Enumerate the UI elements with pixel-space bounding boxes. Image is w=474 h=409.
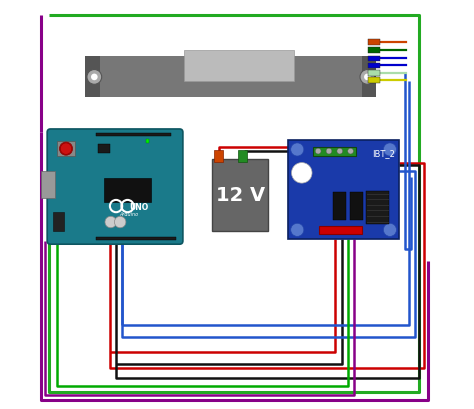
Bar	[362, 57, 376, 98]
Circle shape	[91, 74, 98, 81]
Circle shape	[60, 144, 72, 155]
Bar	[53, 213, 64, 231]
Circle shape	[364, 74, 371, 81]
Bar	[288, 141, 399, 239]
Bar	[96, 134, 172, 137]
Bar	[214, 151, 223, 162]
Circle shape	[348, 149, 354, 155]
Bar	[100, 57, 362, 98]
Circle shape	[326, 149, 332, 155]
Text: 12 V: 12 V	[216, 186, 264, 205]
FancyBboxPatch shape	[47, 130, 183, 245]
Bar	[350, 192, 363, 220]
Bar	[146, 140, 149, 144]
Bar	[368, 71, 380, 76]
Circle shape	[105, 217, 117, 228]
Text: Arduino: Arduino	[119, 212, 138, 217]
Circle shape	[337, 149, 343, 155]
Bar	[104, 179, 151, 202]
Bar	[85, 57, 100, 98]
Circle shape	[383, 144, 396, 157]
Bar	[366, 191, 389, 224]
Bar	[319, 227, 362, 234]
Circle shape	[291, 224, 304, 237]
Bar	[41, 172, 55, 198]
Circle shape	[383, 224, 396, 237]
Bar	[96, 237, 175, 240]
Bar	[98, 144, 110, 153]
Circle shape	[87, 70, 102, 85]
Text: IBT_2: IBT_2	[372, 148, 395, 157]
Bar	[333, 192, 346, 220]
Circle shape	[59, 143, 73, 156]
Circle shape	[114, 217, 126, 228]
Bar	[368, 40, 380, 46]
Bar	[212, 160, 268, 231]
Text: UNO: UNO	[129, 203, 148, 212]
Bar	[313, 147, 356, 156]
Circle shape	[291, 144, 304, 157]
Bar	[238, 151, 247, 162]
Bar	[57, 142, 75, 157]
Bar	[368, 48, 380, 54]
Circle shape	[315, 149, 321, 155]
Circle shape	[360, 70, 375, 85]
Bar	[368, 63, 380, 69]
Bar	[368, 78, 380, 83]
Bar	[368, 56, 380, 62]
Circle shape	[292, 163, 312, 184]
Bar	[184, 51, 294, 82]
